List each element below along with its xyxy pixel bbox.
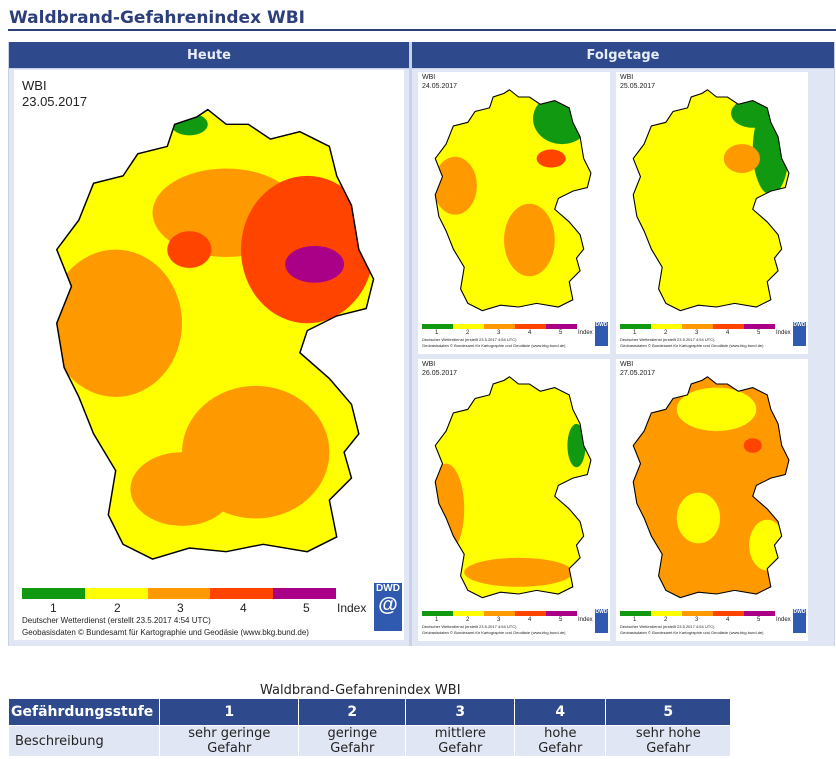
desc-5: sehr hohe Gefahr xyxy=(605,725,732,757)
row-label: Beschreibung xyxy=(7,725,161,757)
legend-2: 2 xyxy=(664,617,668,623)
header-2: 2 xyxy=(298,698,407,726)
map-label: WBI xyxy=(422,361,436,368)
legend-3: 3 xyxy=(497,330,501,336)
map-label: WBI xyxy=(22,78,47,93)
spiral-icon: @ xyxy=(378,594,398,616)
title-divider xyxy=(8,29,836,31)
forecast-table: Heute Folgetage WBI 23.05.2017 1 2 3 4 5… xyxy=(8,42,835,646)
legend-4: 4 xyxy=(240,601,247,615)
map-date: 24.05.2017 xyxy=(422,83,458,90)
following-days-cell: WBI 24.05.2017 1 2 3 4 5 Index DWD Deutscher… xyxy=(412,69,834,646)
map-label: WBI xyxy=(422,74,436,81)
legend-5: 5 xyxy=(559,617,563,623)
legend-unit: Index xyxy=(578,617,593,623)
legend-3: 3 xyxy=(177,601,184,615)
map-date: 25.05.2017 xyxy=(620,83,656,90)
legend-3: 3 xyxy=(695,330,699,336)
footer-geodata: Geobasisdaten © Bundesamt für Kartograph… xyxy=(422,343,566,348)
header-today: Heute xyxy=(9,42,409,68)
legend-3: 3 xyxy=(497,617,501,623)
forecast-map-panel[interactable]: WBI 24.05.2017 1 2 3 4 5 Index DWD Deutscher… xyxy=(418,72,610,354)
desc-1: sehr geringe Gefahr xyxy=(159,725,300,757)
forecast-map-panel[interactable]: WBI 27.05.2017 1 2 3 4 5 Index DWD Deutscher… xyxy=(616,359,808,641)
danger-level-table: Gefährdungsstufe 1 2 3 4 5 Beschreibung … xyxy=(7,698,732,757)
footer-credit: Deutscher Wetterdienst (erstellt 23.5.20… xyxy=(422,624,517,629)
footer-credit: Deutscher Wetterdienst (erstellt 23.5.20… xyxy=(620,624,715,629)
map-label: WBI xyxy=(620,74,634,81)
header-1: 1 xyxy=(159,698,300,726)
map-date: 23.05.2017 xyxy=(22,94,88,109)
table-caption: Waldbrand-Gefahrenindex WBI xyxy=(260,683,461,698)
header-3: 3 xyxy=(405,698,516,726)
legend-unit: Index xyxy=(776,330,791,336)
forecast-map-panel[interactable]: WBI 25.05.2017 1 2 3 4 5 Index DWD Deutscher… xyxy=(616,72,808,354)
footer-credit: Deutscher Wetterdienst (erstellt 23.5.20… xyxy=(620,337,715,342)
legend-4: 4 xyxy=(528,617,532,623)
footer-credit: Deutscher Wetterdienst (erstellt 23.5.20… xyxy=(22,616,211,625)
legend-bar xyxy=(22,588,336,599)
legend-3: 3 xyxy=(695,617,699,623)
header-5: 5 xyxy=(605,698,732,726)
legend-5: 5 xyxy=(757,330,761,336)
main-map-panel[interactable]: WBI 23.05.2017 1 2 3 4 5 Index DWD @ Deut… xyxy=(14,70,404,640)
legend-4: 4 xyxy=(528,330,532,336)
legend-1: 1 xyxy=(633,617,637,623)
legend-bar xyxy=(422,611,577,616)
legend-5: 5 xyxy=(559,330,563,336)
legend-2: 2 xyxy=(466,617,470,623)
legend-1: 1 xyxy=(435,330,439,336)
germany-map-today xyxy=(54,107,376,561)
footer-geodata: Geobasisdaten © Bundesamt für Kartograph… xyxy=(620,630,764,635)
dwd-logo: DWD xyxy=(793,322,806,346)
legend-5: 5 xyxy=(303,601,310,615)
desc-4: hohe Gefahr xyxy=(514,725,607,757)
legend-unit: Index xyxy=(578,330,593,336)
header-4: 4 xyxy=(514,698,607,726)
legend-1: 1 xyxy=(633,330,637,336)
desc-3: mittlere Gefahr xyxy=(405,725,516,757)
legend-2: 2 xyxy=(114,601,121,615)
footer-credit: Deutscher Wetterdienst (erstellt 23.5.20… xyxy=(422,337,517,342)
footer-geodata: Geobasisdaten © Bundesamt für Kartograph… xyxy=(422,630,566,635)
legend-bar xyxy=(620,611,775,616)
legend-5: 5 xyxy=(757,617,761,623)
legend-unit: Index xyxy=(337,601,367,615)
footer-geodata: Geobasisdaten © Bundesamt für Kartograph… xyxy=(22,628,309,637)
legend-bar xyxy=(620,324,775,329)
legend-4: 4 xyxy=(726,330,730,336)
germany-map-forecast xyxy=(632,88,790,312)
legend-4: 4 xyxy=(726,617,730,623)
header-following-days: Folgetage xyxy=(412,42,834,68)
legend-unit: Index xyxy=(776,617,791,623)
dwd-logo: DWD @ xyxy=(374,583,402,631)
map-date: 26.05.2017 xyxy=(422,370,458,377)
desc-2: geringe Gefahr xyxy=(298,725,407,757)
dwd-logo: DWD xyxy=(793,609,806,633)
page-title: Waldbrand-Gefahrenindex WBI xyxy=(9,8,305,28)
germany-map-forecast xyxy=(632,375,790,599)
map-label: WBI xyxy=(620,361,634,368)
legend-1: 1 xyxy=(50,601,57,615)
forecast-map-panel[interactable]: WBI 26.05.2017 1 2 3 4 5 Index DWD Deutscher… xyxy=(418,359,610,641)
legend-1: 1 xyxy=(435,617,439,623)
today-cell: WBI 23.05.2017 1 2 3 4 5 Index DWD @ Deut… xyxy=(9,69,409,646)
map-date: 27.05.2017 xyxy=(620,370,656,377)
dwd-logo: DWD xyxy=(595,322,608,346)
legend-2: 2 xyxy=(466,330,470,336)
footer-geodata: Geobasisdaten © Bundesamt für Kartograph… xyxy=(620,343,764,348)
legend-2: 2 xyxy=(664,330,668,336)
header-level: Gefährdungsstufe xyxy=(7,698,161,726)
germany-map-forecast xyxy=(434,88,592,312)
germany-map-forecast xyxy=(434,375,592,599)
dwd-logo: DWD xyxy=(595,609,608,633)
legend-bar xyxy=(422,324,577,329)
